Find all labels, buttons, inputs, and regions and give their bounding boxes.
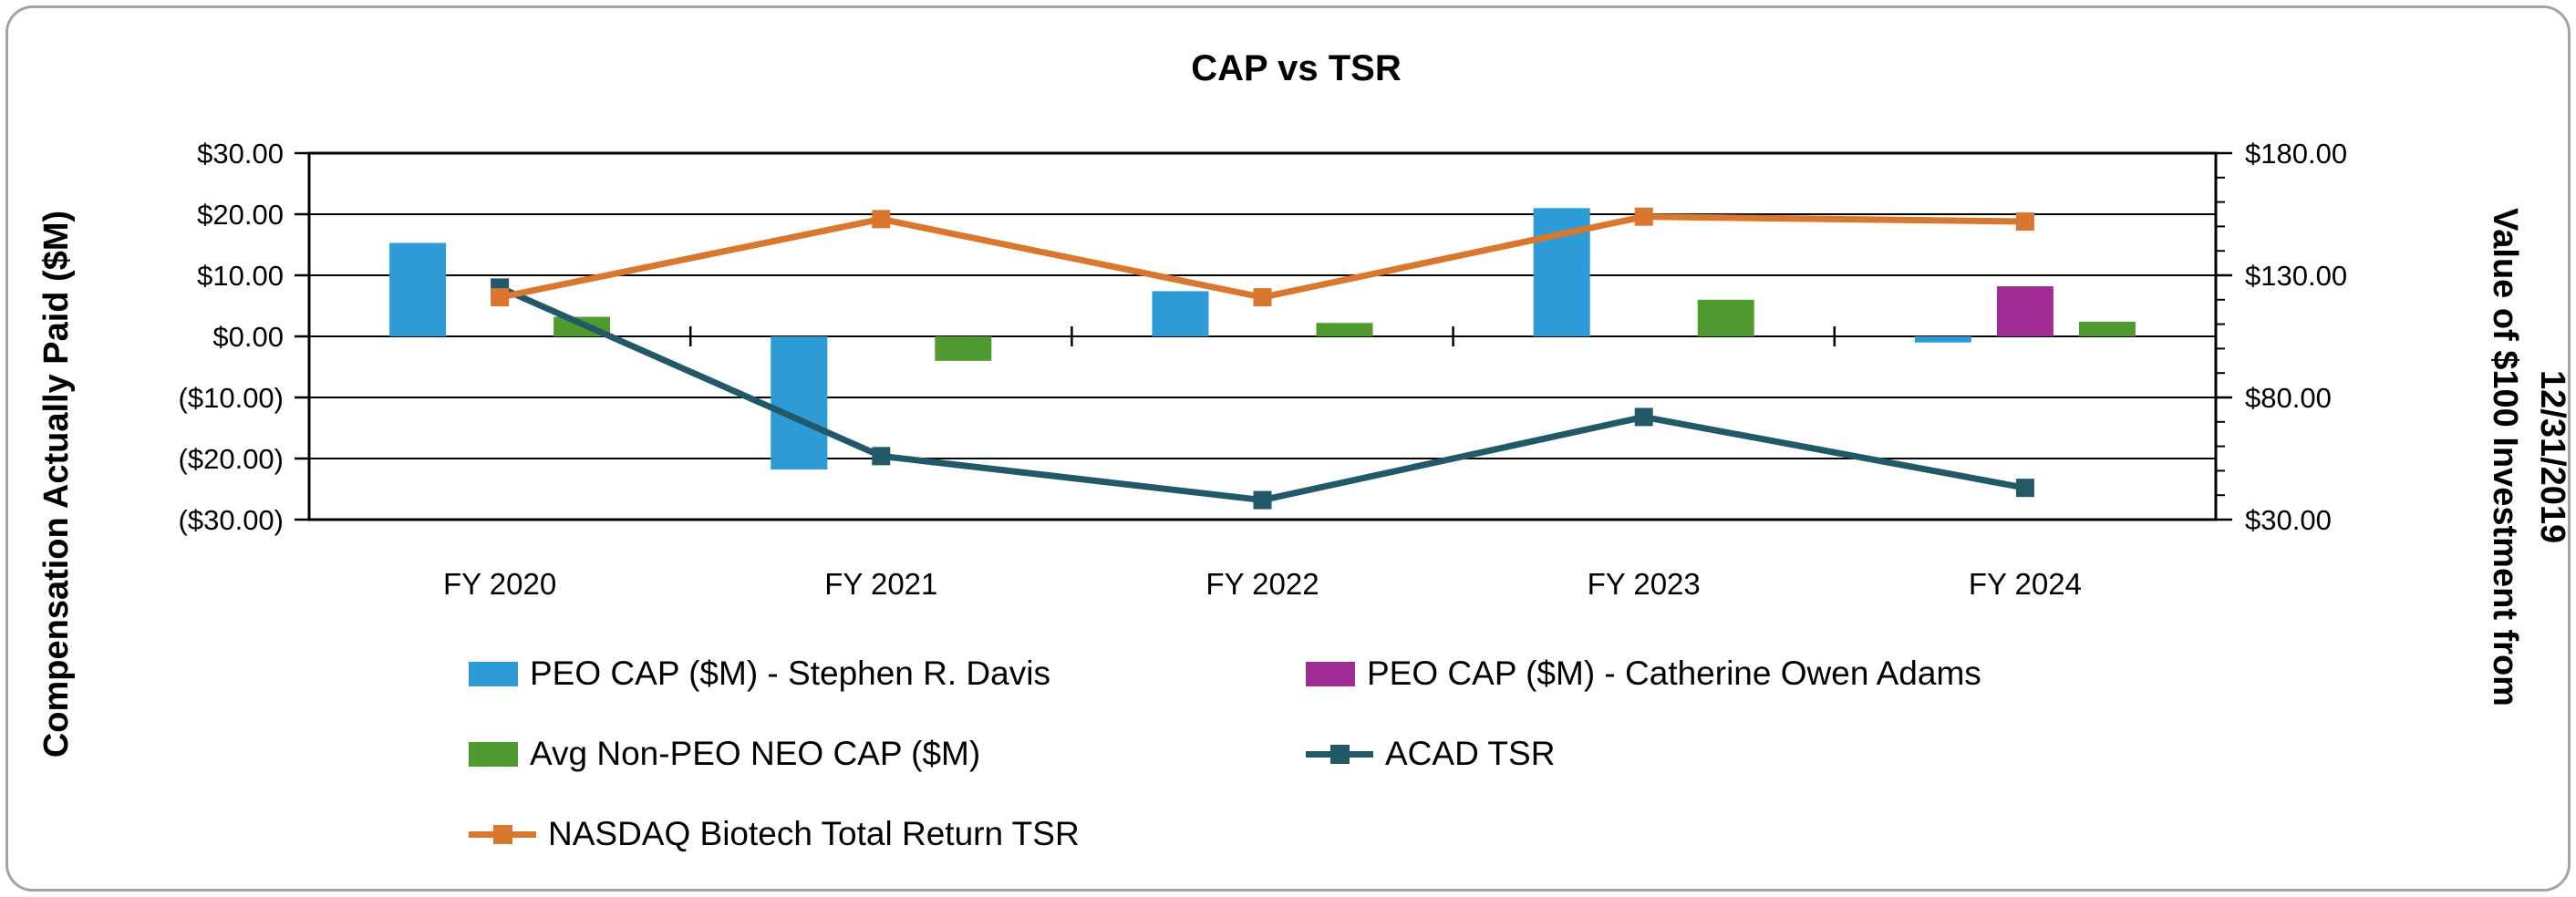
bar-series2-cat1 <box>935 336 992 361</box>
legend-item: Avg Non-PEO NEO CAP ($M) <box>469 730 1306 778</box>
line-series1 <box>496 213 2029 301</box>
bar-series0-cat4 <box>1914 336 1971 343</box>
legend-bar-swatch-icon <box>469 741 518 767</box>
right-axis-tick-label: $80.00 <box>2245 382 2332 414</box>
line-series0 <box>496 284 2029 504</box>
right-axis-tick-label: $180.00 <box>2245 138 2347 170</box>
right-axis-title-line1: Value of $100 Investment from <box>2486 207 2524 706</box>
right-axis-tick-label: $30.00 <box>2245 504 2332 536</box>
legend-bar-swatch-icon <box>1306 661 1355 686</box>
left-axis-tick-label: ($10.00) <box>179 382 284 414</box>
legend-label: PEO CAP ($M) - Catherine Owen Adams <box>1367 655 1981 692</box>
x-axis-label: FY 2024 <box>1969 567 2082 601</box>
left-axis-tick-label: ($20.00) <box>179 443 284 475</box>
line-marker-series0-cat2 <box>1253 490 1272 510</box>
chart-card: CAP vs TSR $30.00 $20.00 $10.00 $0.00 ($10.0… <box>5 5 2571 892</box>
x-axis-label: FY 2023 <box>1588 567 1701 601</box>
legend-item: PEO CAP ($M) - Stephen R. Davis <box>469 650 1306 697</box>
line-marker-series1-cat4 <box>2015 212 2034 232</box>
line-marker-series0-cat3 <box>1634 407 1653 427</box>
bar-series0-cat1 <box>771 336 828 470</box>
x-axis-label: FY 2021 <box>824 567 937 601</box>
left-axis-tick-label: $30.00 <box>197 138 284 170</box>
bar-series2-cat3 <box>1697 299 1754 336</box>
left-axis-title: Compensation Actually Paid ($M) <box>37 210 76 758</box>
legend-label: ACAD TSR <box>1385 735 1556 772</box>
bar-series2-cat4 <box>2078 321 2136 336</box>
left-axis-tick-label: ($30.00) <box>179 504 284 536</box>
x-axis-label: FY 2022 <box>1205 567 1319 601</box>
legend-line-swatch-icon <box>469 822 536 847</box>
bar-series0-cat2 <box>1152 291 1209 336</box>
left-axis-tick-label: $20.00 <box>197 199 284 231</box>
x-axis-label: FY 2020 <box>443 567 556 601</box>
legend-line-marker <box>493 824 512 844</box>
right-axis-tick-label: $130.00 <box>2245 260 2347 292</box>
left-axis-tick-label: $0.00 <box>212 321 284 353</box>
chart-title: CAP vs TSR <box>1191 48 1402 88</box>
line-marker-series0-cat4 <box>2015 479 2034 498</box>
bar-series2-cat2 <box>1316 323 1373 336</box>
legend-label: PEO CAP ($M) - Stephen R. Davis <box>530 655 1050 692</box>
legend-line-marker <box>1330 744 1350 764</box>
line-marker-series1-cat3 <box>1634 207 1653 226</box>
line-marker-series1-cat1 <box>872 210 891 229</box>
bar-series1-cat4 <box>1996 286 2054 336</box>
legend-label: Avg Non-PEO NEO CAP ($M) <box>530 735 981 772</box>
right-axis-title-line2: 12/31/2019 <box>2533 369 2571 544</box>
legend-bar-swatch-icon <box>469 661 518 686</box>
legend-item: ACAD TSR <box>1306 730 1981 778</box>
bar-series0-cat0 <box>389 242 447 336</box>
line-marker-series0-cat1 <box>872 447 891 466</box>
line-marker-series1-cat2 <box>1253 288 1272 307</box>
right-axis-title: Value of $100 Investment from 12/31/2019 <box>2481 56 2576 858</box>
legend-label: NASDAQ Biotech Total Return TSR <box>548 815 1080 852</box>
chart-canvas: $30.00 $20.00 $10.00 $0.00 ($10.00) ($20.00) (… <box>179 138 2348 601</box>
chart-legend: PEO CAP ($M) - Stephen R. Davis PEO CAP (… <box>469 650 1981 858</box>
legend-item: PEO CAP ($M) - Catherine Owen Adams <box>1306 650 1981 697</box>
legend-item: NASDAQ Biotech Total Return TSR <box>469 810 1306 858</box>
line-marker-series1-cat0 <box>491 288 510 307</box>
left-axis-tick-label: $10.00 <box>197 260 284 292</box>
legend-line-swatch-icon <box>1306 742 1373 767</box>
